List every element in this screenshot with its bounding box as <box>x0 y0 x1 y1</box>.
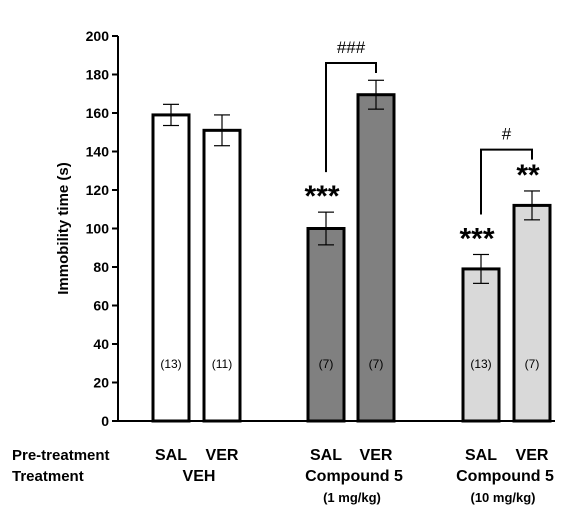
bar <box>151 113 191 423</box>
y-tick-label: 20 <box>93 375 109 391</box>
y-tick-label: 80 <box>93 259 109 275</box>
pretreatment-label: VER <box>516 447 549 464</box>
significance-stars: *** <box>459 222 494 255</box>
y-tick-label: 40 <box>93 336 109 352</box>
y-tick-label: 160 <box>86 105 110 121</box>
bar <box>306 227 346 423</box>
y-tick-label: 120 <box>86 182 110 198</box>
dose-label: (1 mg/kg) <box>323 490 381 505</box>
y-tick-label: 180 <box>86 67 110 83</box>
n-label: (11) <box>212 357 232 371</box>
n-label: (13) <box>160 357 181 371</box>
y-tick-label: 100 <box>86 221 110 237</box>
pretreatment-label: SAL <box>310 447 342 464</box>
n-label: (7) <box>369 357 384 371</box>
comparison-bracket <box>325 61 377 173</box>
y-tick-label: 60 <box>93 298 109 314</box>
treatment-label: Compound 5 <box>305 468 403 485</box>
bar <box>461 267 501 423</box>
comparison-label: # <box>502 125 512 144</box>
comparison-label: ### <box>337 38 366 57</box>
pretreatment-label: SAL <box>155 447 187 464</box>
bar <box>356 93 396 423</box>
significance-stars: *** <box>304 180 339 213</box>
pretreatment-label: VER <box>360 447 393 464</box>
y-axis: 0 20 40 60 80 100 120 140 160 180 200 Immobility ti… <box>55 28 555 429</box>
comparison-bracket <box>480 148 533 215</box>
treatment-label: VEH <box>183 468 216 485</box>
annotations: #### <box>325 38 533 215</box>
pretreatment-label: SAL <box>465 447 497 464</box>
n-label: (7) <box>319 357 334 371</box>
dose-label: (10 mg/kg) <box>470 490 535 505</box>
y-tick-label: 0 <box>101 413 109 429</box>
pretreatment-label: VER <box>206 447 239 464</box>
y-axis-title: Immobility time (s) <box>55 162 72 295</box>
treatment-label: Compound 5 <box>456 468 554 485</box>
bar <box>512 203 552 423</box>
significance-stars: ** <box>516 159 540 192</box>
y-tick-label: 140 <box>86 144 110 160</box>
bar <box>202 128 242 423</box>
n-label: (13) <box>470 357 491 371</box>
bars: (13) (11) (7) *** (7) (13) *** (7) ** <box>151 79 552 423</box>
row-label-pretreatment: Pre-treatment <box>12 447 110 464</box>
x-labels: Pre-treatment Treatment SAL VER SAL VER SAL VER… <box>12 447 554 505</box>
row-label-treatment: Treatment <box>12 468 84 485</box>
n-label: (7) <box>525 357 540 371</box>
y-tick-label: 200 <box>86 28 110 44</box>
